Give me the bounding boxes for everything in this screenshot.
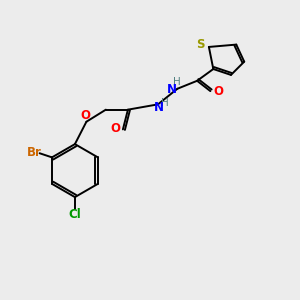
Text: H: H — [172, 77, 180, 87]
Text: N: N — [154, 101, 164, 114]
Text: S: S — [196, 38, 204, 51]
Text: O: O — [213, 85, 223, 98]
Text: O: O — [80, 109, 90, 122]
Text: Br: Br — [27, 146, 42, 159]
Text: N: N — [167, 83, 177, 96]
Text: Cl: Cl — [68, 208, 81, 221]
Text: H: H — [161, 98, 169, 108]
Text: O: O — [110, 122, 120, 135]
